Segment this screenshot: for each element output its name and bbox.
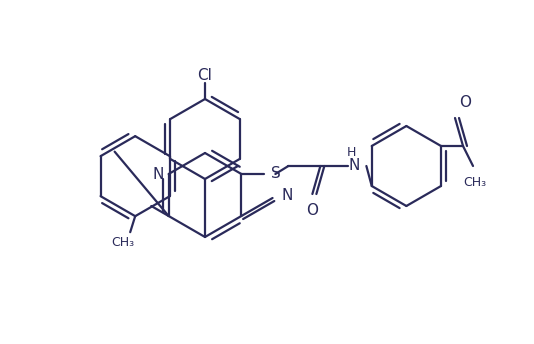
Text: CH₃: CH₃: [464, 176, 486, 189]
Text: CH₃: CH₃: [112, 236, 135, 249]
Text: H: H: [347, 146, 356, 159]
Text: O: O: [307, 203, 318, 218]
Text: N: N: [152, 166, 163, 182]
Text: N: N: [281, 187, 293, 203]
Text: Cl: Cl: [198, 67, 213, 83]
Text: N: N: [348, 159, 360, 173]
Text: S: S: [271, 166, 281, 182]
Text: O: O: [459, 95, 471, 110]
